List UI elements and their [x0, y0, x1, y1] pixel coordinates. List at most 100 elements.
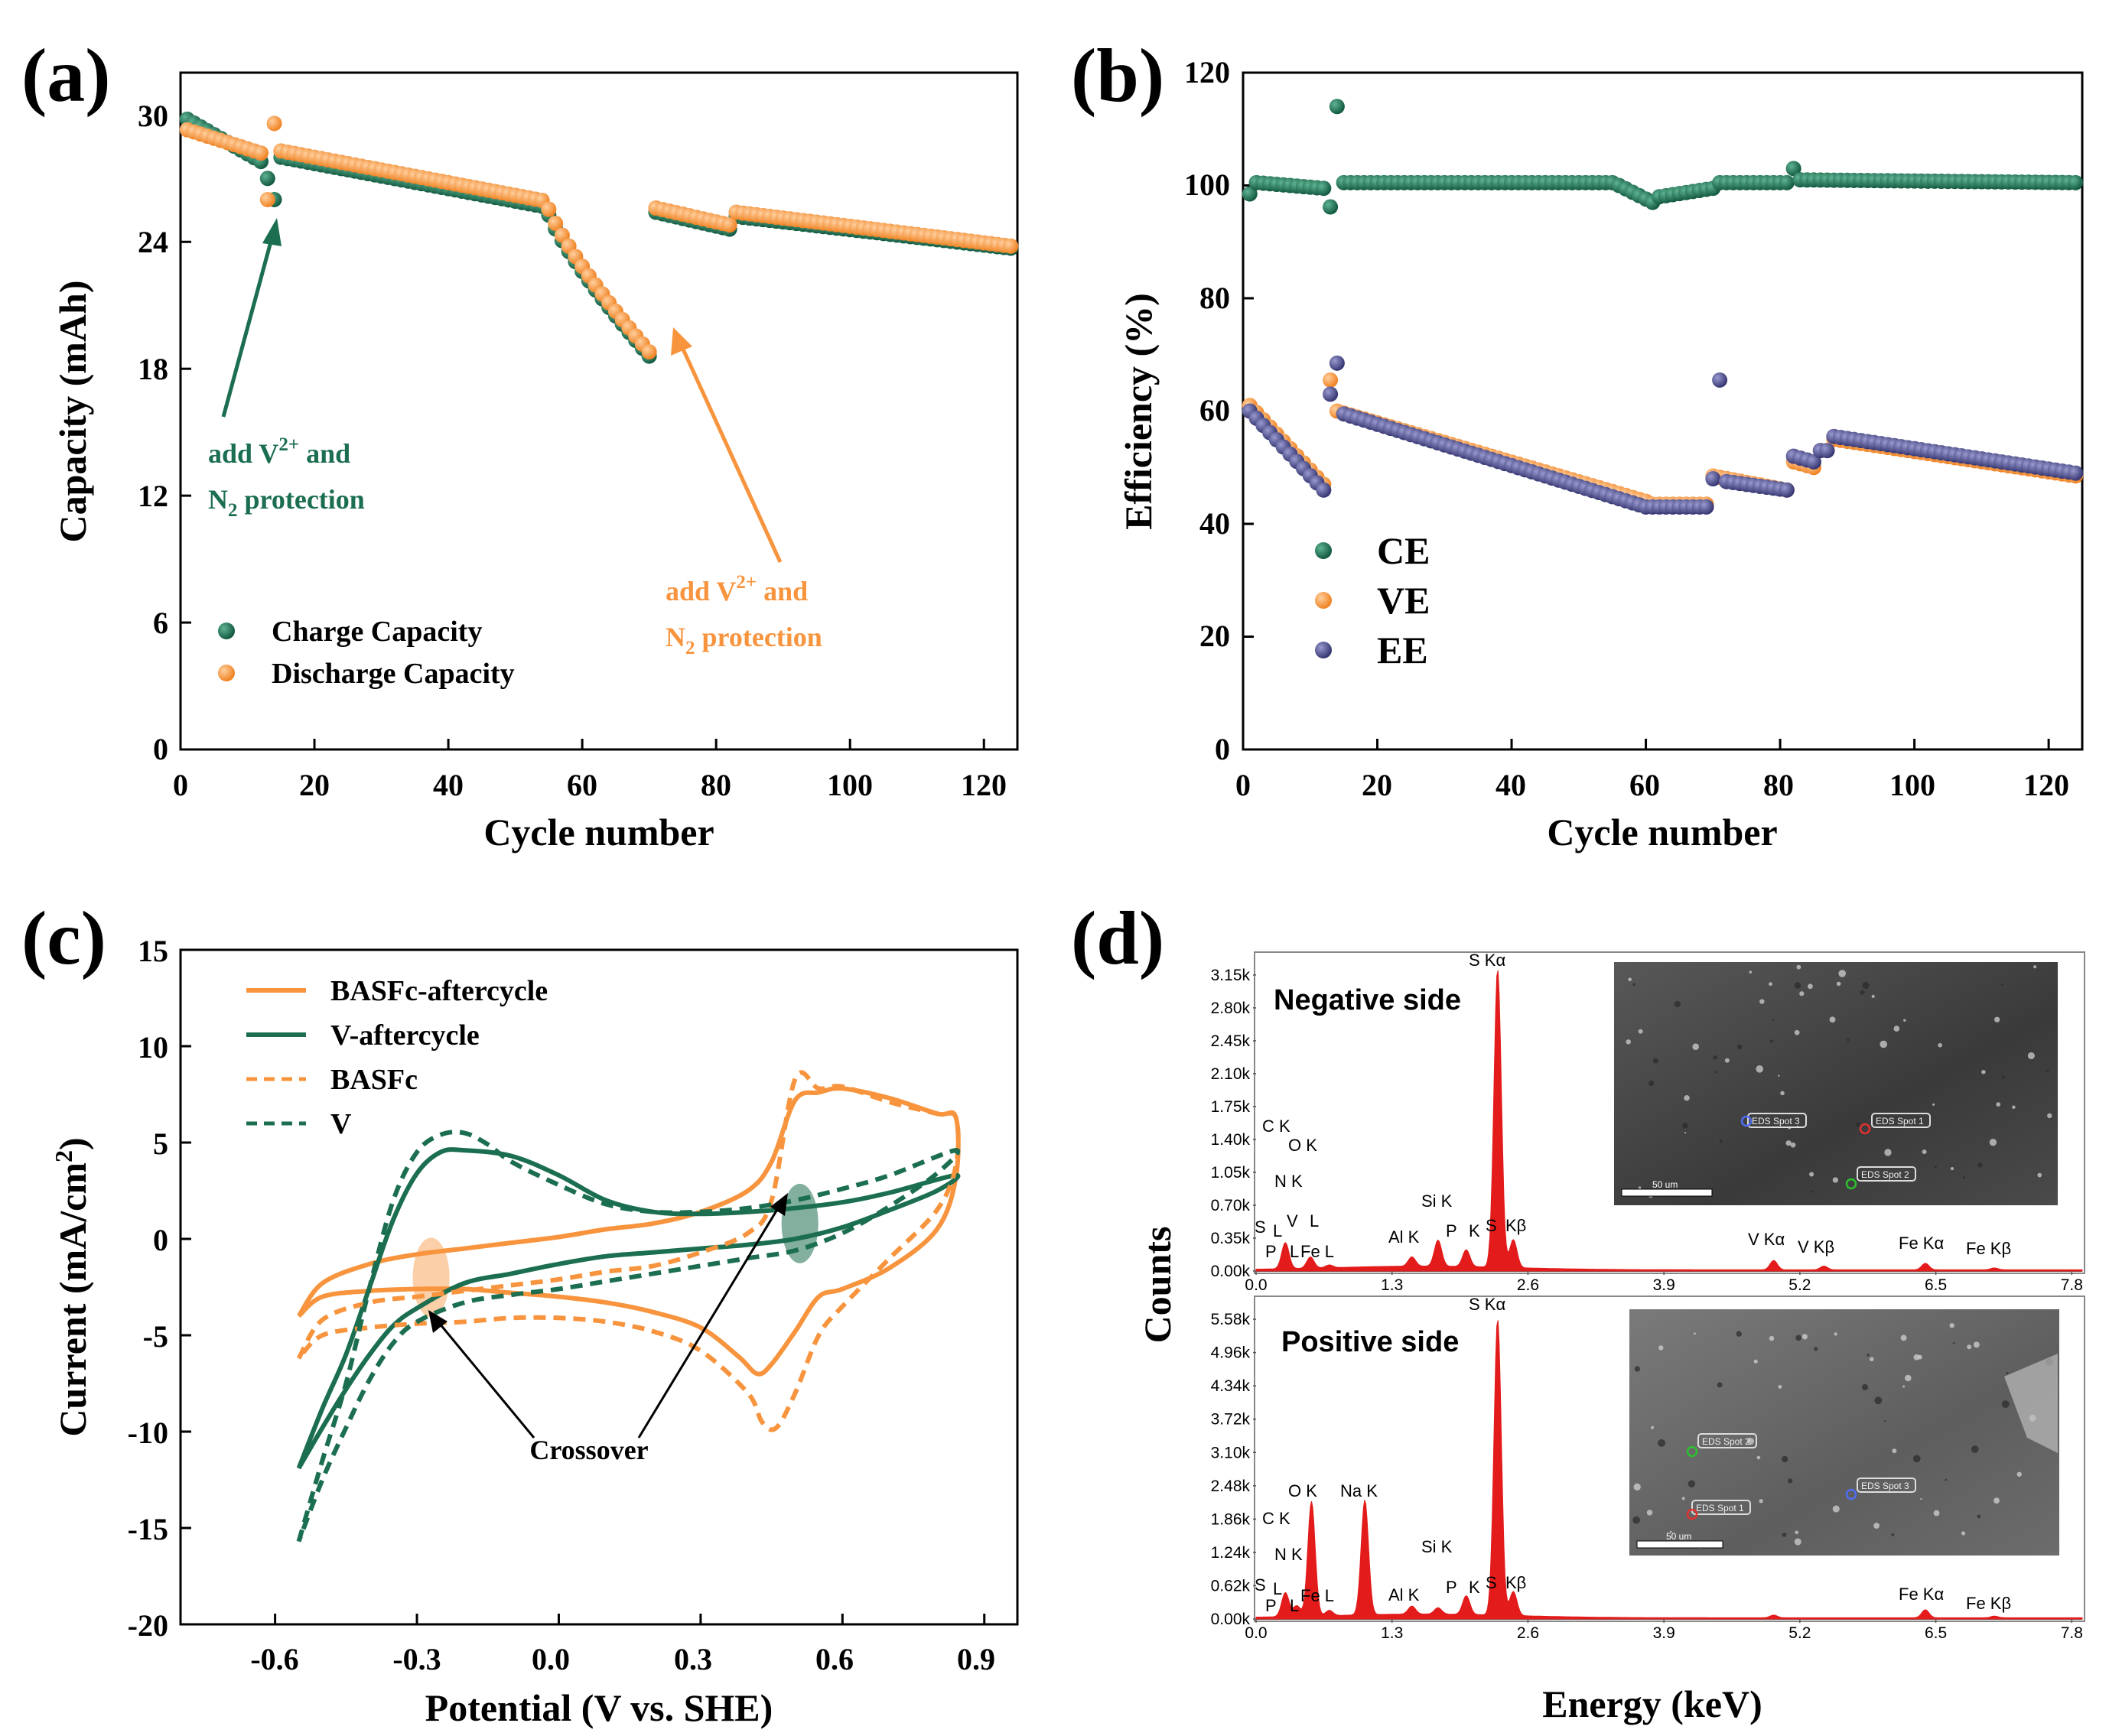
series-discharge-capacity — [179, 115, 1019, 360]
c-crossover-arrowhead-left — [428, 1310, 448, 1333]
data-point-ce — [1329, 99, 1345, 115]
b-ytick-label: 20 — [1199, 619, 1230, 653]
eds-ytick-label: 2.45k — [1211, 1032, 1251, 1050]
sem-speck — [1756, 1455, 1761, 1460]
eds-ytick-label: 2.48k — [1211, 1478, 1251, 1495]
sem-speck — [2001, 1400, 2010, 1409]
eds-xtick-label: 2.6 — [1517, 1624, 1539, 1642]
sem-speck — [1808, 983, 1813, 990]
c-legend-basfc-after: BASFc-aftercycle — [330, 975, 548, 1007]
a-xtick-label: 80 — [701, 768, 731, 802]
d-top-el-al-k: Al K — [1388, 1227, 1420, 1247]
sem-speck — [1632, 1516, 1641, 1524]
d-bot-sem-tag — [1857, 1478, 1916, 1493]
a-legend-discharge: Discharge Capacity — [272, 658, 515, 690]
d-top-el-si-k: Si K — [1421, 1191, 1453, 1211]
a-xtick-label: 20 — [299, 768, 330, 802]
sem-speck — [1759, 1499, 1763, 1504]
b-ytick-label: 80 — [1199, 281, 1230, 315]
a-legend: Charge Capacity Discharge Capacity — [218, 616, 515, 690]
panel-b-x-axis: 0 20 40 60 80 100 120 — [1235, 768, 2069, 802]
data-point-ce — [1779, 174, 1795, 190]
panel-a: (a) 0 20 40 60 80 100 120 0 6 12 18 24 3… — [21, 33, 1019, 853]
c-legend: BASFc-aftercycle V-aftercycle BASFc V — [246, 975, 548, 1140]
d-bot-el-s: S — [1255, 1575, 1266, 1595]
sem-speck — [1692, 1043, 1699, 1051]
sem-speck — [1977, 1514, 1981, 1519]
sem-speck — [1719, 1139, 1723, 1143]
panel-d: (d) Counts Energy (keV) 0.00k 0.35k 0.70k 1… — [1071, 896, 2085, 1725]
sem-speck — [1638, 1029, 1643, 1034]
b-y-axis-title: Efficiency (%) — [1117, 293, 1160, 530]
data-point-charge-capacity — [259, 171, 275, 187]
data-point-ce — [1242, 186, 1258, 202]
sem-speck — [1652, 1058, 1658, 1064]
d-bottom-axis: 0.00k 0.62k 1.24k 1.86k 2.48k 3.10k 3.72k 4.34k… — [1211, 1311, 2083, 1642]
sem-speck — [1934, 1165, 1937, 1169]
d-top-spectrum-fill — [1255, 970, 2083, 1272]
data-point-discharge-capacity — [641, 344, 657, 360]
a-y-axis-title: Capacity (mAh) — [51, 280, 94, 542]
a-legend-marker-discharge — [218, 665, 235, 681]
sem-speck — [2000, 983, 2003, 987]
sem-speck — [2016, 1471, 2022, 1477]
a-tick-marks — [179, 113, 985, 751]
eds-xtick-label: 6.5 — [1925, 1276, 1947, 1294]
sem-speck — [1658, 1439, 1666, 1447]
d-top-el-s-ka: S Kα — [1469, 951, 1505, 970]
a-xtick-label: 0 — [173, 768, 188, 802]
eds-xtick-label: 0.0 — [1245, 1276, 1267, 1294]
eds-xtick-label: 1.3 — [1381, 1624, 1403, 1642]
c-xtick-label: 0.9 — [957, 1642, 995, 1676]
c-crossover-label: Crossover — [529, 1435, 648, 1465]
series-ee — [1242, 355, 2084, 515]
sem-speck — [1952, 1341, 1955, 1344]
d-bot-el-k2: K — [1469, 1578, 1480, 1597]
sem-speck — [1799, 991, 1805, 996]
b-ytick-label: 60 — [1199, 393, 1230, 427]
sem-speck — [1788, 1478, 1793, 1484]
sem-speck — [1638, 1186, 1642, 1189]
sem-speck — [1724, 1058, 1730, 1063]
data-point-discharge-capacity — [554, 227, 570, 243]
d-bot-el-s-ka: S Kα — [1469, 1295, 1505, 1314]
sem-speck — [1893, 1026, 1900, 1032]
a-xtick-label: 60 — [567, 768, 597, 802]
eds-xtick-label: 5.2 — [1788, 1624, 1811, 1642]
d-top-sem-tag — [1857, 1166, 1916, 1182]
d-bottom-sem-specks — [1632, 1323, 2053, 1549]
b-xtick-label: 80 — [1763, 768, 1794, 802]
d-top-el-kb: Kβ — [1505, 1216, 1526, 1235]
sem-speck — [1900, 1335, 1907, 1341]
sem-speck — [1681, 1497, 1685, 1500]
sem-speck — [1917, 1354, 1922, 1360]
sem-speck — [1973, 1341, 1980, 1348]
d-bot-sem-marker-blue — [1845, 1488, 1857, 1500]
eds-ytick-label: 1.86k — [1211, 1510, 1251, 1528]
d-top-el-v: V — [1287, 1211, 1298, 1230]
data-point-discharge-capacity — [541, 201, 557, 217]
sem-speck — [1713, 1055, 1717, 1060]
c-xtick-label: 0.6 — [815, 1642, 854, 1676]
d-top-element-labels: S Kα C K O K N K S L V L P L Fe L Si K A… — [1255, 951, 2011, 1261]
d-top-el-l3: L — [1290, 1242, 1299, 1261]
a-ytick-label: 24 — [138, 225, 168, 259]
sem-speck — [1632, 983, 1635, 987]
d-bot-el-fe-ka: Fe Kα — [1899, 1585, 1944, 1604]
data-point-discharge-capacity — [548, 215, 564, 231]
data-point-ee — [1712, 372, 1728, 388]
d-top-el-l2: L — [1310, 1211, 1319, 1230]
sem-speck — [1658, 1345, 1664, 1351]
a-ytick-label: 30 — [138, 99, 168, 133]
a-annotation-orange-line2: N2 protection — [666, 622, 822, 658]
b-ytick-label: 120 — [1184, 55, 1230, 89]
c-ytick-label: 0 — [153, 1223, 168, 1257]
d-bot-el-na-k: Na K — [1340, 1481, 1378, 1500]
d-bottom-spectrum-fill — [1255, 1320, 2083, 1620]
sem-speck — [1977, 1162, 1983, 1168]
sem-speck — [1780, 1091, 1785, 1096]
data-point-ce — [1785, 161, 1801, 177]
a-ytick-label: 18 — [138, 352, 168, 386]
sem-speck — [1814, 1347, 1818, 1351]
